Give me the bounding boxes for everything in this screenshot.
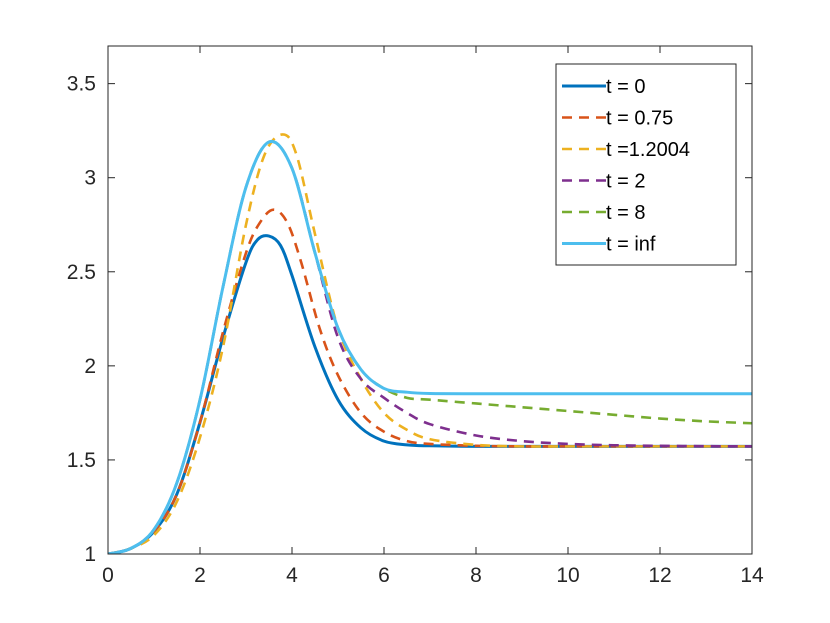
legend-label-1: t = 0 (606, 76, 645, 98)
y-tick-label: 1 (84, 543, 96, 566)
y-tick-label: 2 (84, 355, 96, 378)
legend-label-5: t = 8 (606, 202, 645, 224)
series-line-3 (108, 133, 752, 554)
series-line-2 (108, 208, 752, 554)
axes-box (107, 45, 753, 555)
y-tick-label: 3.5 (67, 73, 96, 96)
x-tick-label: 2 (194, 564, 206, 587)
y-tick-label: 2.5 (67, 261, 96, 284)
y-tick-labels: 1 1.5 2 2.5 3 3.5 (67, 73, 96, 566)
y-tick-label: 3 (84, 167, 96, 190)
x-tick-labels: 0 2 4 6 8 10 12 14 (102, 564, 764, 587)
legend-label-2: t = 0.75 (606, 108, 673, 130)
legend-label-6: t = inf (606, 234, 656, 256)
x-tick-label: 12 (648, 564, 671, 587)
x-tick-label: 10 (556, 564, 579, 587)
x-tick-label: 14 (740, 564, 764, 587)
series-group (108, 133, 752, 554)
x-tick-label: 0 (102, 564, 114, 587)
series-line-6 (108, 139, 752, 554)
legend-box (555, 63, 737, 266)
x-tick-label: 6 (378, 564, 390, 587)
y-tick-label: 1.5 (67, 449, 96, 472)
legend: t = 0 t = 0.75 t =1.2004 t = 2 t = 8 t = inf (555, 63, 737, 266)
legend-label-3: t =1.2004 (606, 139, 690, 161)
x-tick-label: 8 (470, 564, 482, 587)
x-tick-label: 4 (286, 564, 298, 587)
legend-label-4: t = 2 (606, 171, 645, 193)
plot-area (108, 133, 752, 554)
axes (107, 45, 753, 555)
